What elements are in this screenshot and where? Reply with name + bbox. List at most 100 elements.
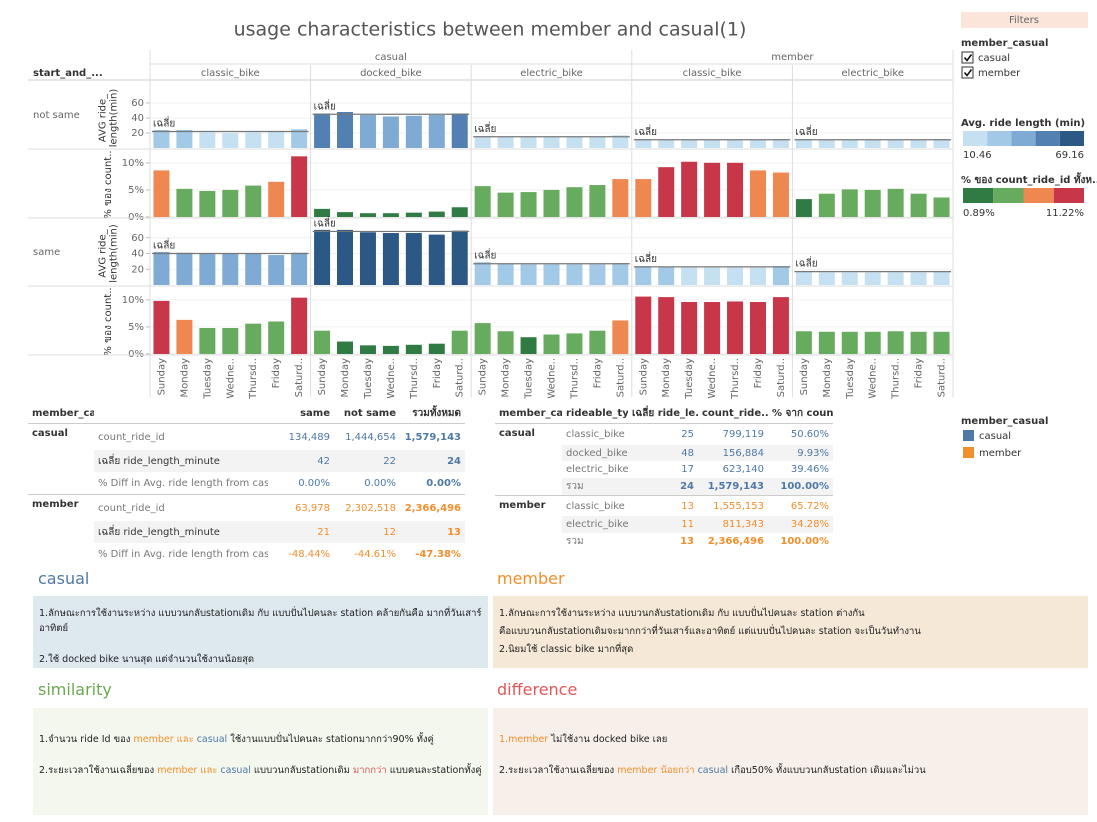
bar bbox=[566, 136, 583, 148]
value-cell: 134,489 bbox=[288, 431, 330, 443]
legend-swatch bbox=[963, 131, 988, 146]
bar bbox=[566, 333, 583, 354]
bar bbox=[314, 330, 331, 354]
x-tick-label: Thursd.. bbox=[409, 358, 420, 400]
filters-title: Filters bbox=[1009, 15, 1039, 26]
bar bbox=[658, 167, 675, 217]
value-cell: 48 bbox=[628, 444, 698, 462]
note-text: member และ bbox=[157, 765, 218, 776]
bar bbox=[704, 302, 721, 354]
bar bbox=[428, 343, 445, 354]
bar bbox=[681, 302, 698, 354]
bar bbox=[520, 337, 537, 354]
note-title: difference bbox=[497, 680, 578, 699]
x-tick-label: Thursd.. bbox=[569, 358, 580, 400]
note-text: ไม่ใช้งาน docked bike เลย bbox=[548, 734, 668, 745]
bar bbox=[635, 296, 652, 354]
bike-header: classic_bike bbox=[683, 68, 742, 79]
bar bbox=[451, 330, 468, 354]
note-line: 2.ระยะเวลาใช้งานเฉลี่ยของ member และ cas… bbox=[39, 763, 482, 778]
bar bbox=[245, 253, 262, 285]
bike-header: electric_bike bbox=[841, 68, 904, 79]
y-tick-label: 20 bbox=[131, 128, 144, 139]
bar bbox=[635, 179, 652, 217]
row-label: รวม bbox=[566, 535, 584, 547]
legend-swatch bbox=[993, 188, 1024, 203]
x-tick-label: Monday bbox=[501, 358, 512, 398]
bar bbox=[818, 272, 835, 285]
note-line: 2.ใช้ docked bike นานสุด แต่จำนวนใช้งานน… bbox=[39, 652, 482, 667]
bar bbox=[497, 136, 514, 148]
note-box: 1.จำนวน ride Id ของ member และ casual ใช… bbox=[33, 708, 488, 815]
measure-name: % Diff in Avg. ride length from cas.. bbox=[98, 548, 268, 560]
x-tick-label: Wedne.. bbox=[547, 358, 558, 399]
note-text: มากกว่า bbox=[352, 765, 387, 776]
x-tick-label: Tuesday bbox=[684, 358, 695, 400]
row-label: same bbox=[33, 247, 60, 258]
bar bbox=[268, 131, 285, 148]
x-tick-label: Friday bbox=[592, 358, 603, 388]
group-name: casual bbox=[499, 428, 535, 439]
x-tick-label: Sunday bbox=[478, 358, 489, 395]
note-text: 1.ลักษณะการใช้งานระหว่าง แบบวนกลับstatio… bbox=[499, 608, 865, 619]
dashboard-title: usage characteristics between member and… bbox=[234, 19, 747, 41]
value-cell: 39.46% bbox=[790, 464, 829, 476]
x-tick-label: Friday bbox=[914, 358, 925, 388]
y-tick-label: 60 bbox=[131, 233, 144, 244]
note-text: แบบวนกลับstationเดิม bbox=[250, 765, 353, 776]
table-row: member classic_bike 13 1,555,153 65.72% bbox=[495, 494, 833, 517]
y-tick-label: 10% bbox=[122, 295, 144, 306]
bar bbox=[405, 344, 422, 354]
x-tick-label: Saturd.. bbox=[455, 358, 466, 397]
bar bbox=[887, 139, 904, 148]
bar bbox=[727, 301, 744, 354]
x-tick-label: Tuesday bbox=[524, 358, 535, 400]
table-row: % Diff in Avg. ride length from cas.. 0.0… bbox=[28, 472, 465, 495]
header-cell bbox=[94, 403, 268, 424]
y-axis-title: AVG ride_ bbox=[98, 93, 109, 142]
bar bbox=[658, 139, 675, 148]
checkbox[interactable] bbox=[961, 66, 974, 79]
bar bbox=[635, 266, 652, 285]
bar bbox=[658, 297, 675, 354]
value-cell: 17 bbox=[681, 464, 694, 476]
filter-option: member bbox=[978, 68, 1021, 79]
y-tick-label: 10% bbox=[122, 158, 144, 169]
bar bbox=[314, 208, 331, 217]
x-tick-label: Wedne.. bbox=[386, 358, 397, 399]
group-name: member bbox=[28, 494, 94, 521]
x-tick-label: Sunday bbox=[156, 358, 167, 395]
x-tick-label: Saturd.. bbox=[776, 358, 787, 397]
bar bbox=[314, 113, 331, 148]
legend-swatch bbox=[963, 447, 974, 458]
value-cell: 24 bbox=[400, 450, 465, 472]
bar bbox=[795, 331, 812, 354]
legend-label: 69.16 bbox=[1055, 150, 1084, 161]
bar bbox=[589, 330, 606, 354]
x-tick-label: Monday bbox=[822, 358, 833, 398]
bar bbox=[910, 139, 927, 148]
bar bbox=[910, 272, 927, 285]
y-tick-label: 5% bbox=[128, 322, 144, 333]
checkbox[interactable] bbox=[961, 51, 974, 64]
x-tick-label: Wedne.. bbox=[707, 358, 718, 399]
y-axis-title: % ของ count.. bbox=[103, 287, 114, 355]
x-tick-label: Sunday bbox=[799, 358, 810, 395]
row-header-title: start_and_... bbox=[33, 68, 103, 79]
bar bbox=[841, 139, 858, 148]
bar bbox=[382, 345, 399, 354]
bar bbox=[245, 132, 262, 148]
header-cell: member_ca.. bbox=[495, 403, 562, 424]
header-cell: count_ride.. bbox=[698, 403, 768, 424]
bar bbox=[428, 115, 445, 148]
bike-header: docked_bike bbox=[360, 68, 422, 79]
bar bbox=[451, 207, 468, 217]
reference-label: เฉลี่ย bbox=[314, 98, 336, 112]
bar bbox=[428, 211, 445, 217]
bar bbox=[474, 323, 491, 354]
note-text: 1.จำนวน ride Id ของ bbox=[39, 734, 134, 745]
bar bbox=[153, 130, 170, 148]
bar bbox=[291, 252, 308, 285]
note-box: 1.ลักษณะการใช้งานระหว่าง แบบวนกลับstatio… bbox=[33, 596, 488, 668]
